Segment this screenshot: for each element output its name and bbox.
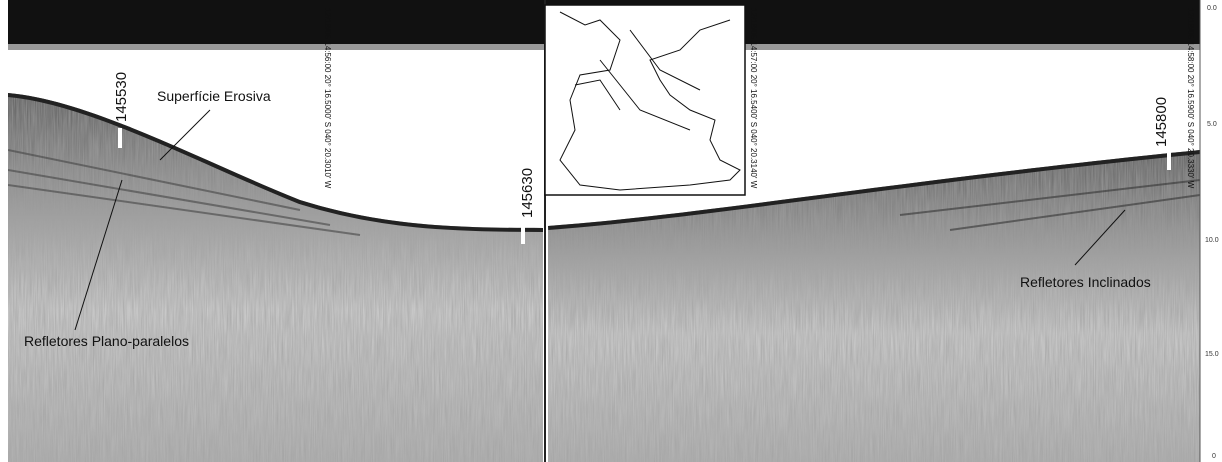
arrow (1074, 209, 1126, 266)
fix-tick (521, 224, 525, 244)
annotation: Refletores Inclinados (1020, 274, 1151, 290)
depth-label: 10.0 (1205, 237, 1219, 244)
annotation: Superfície Erosiva (157, 88, 271, 104)
depth-label: 0 (1212, 453, 1216, 460)
fix-mark: 145800 (1153, 97, 1170, 147)
stamp: 12/18/05 14:58:00 20° 16.5900' S 040° 20… (1186, 8, 1195, 189)
annotation: Refletores Plano-paralelos (24, 333, 189, 349)
fix-mark: 145530 (113, 72, 130, 122)
stamp: 12/18/05 14:57:00 20° 16.5400' S 040° 20… (749, 8, 758, 189)
depth-scale: 0.0 5.0 10.0 15.0 0 (1199, 0, 1222, 462)
location-map (544, 4, 746, 196)
depth-label: 0.0 (1207, 5, 1217, 12)
arrow (74, 179, 123, 331)
depth-label: 5.0 (1207, 121, 1217, 128)
arrow (159, 109, 211, 161)
depth-label: 15.0 (1205, 351, 1219, 358)
stamp: 12/18/05 14:56:00 20° 16.5000' S 040° 20… (323, 8, 332, 189)
fix-mark: 145630 (519, 168, 536, 218)
fix-tick (118, 128, 122, 148)
fix-tick (1167, 150, 1171, 170)
